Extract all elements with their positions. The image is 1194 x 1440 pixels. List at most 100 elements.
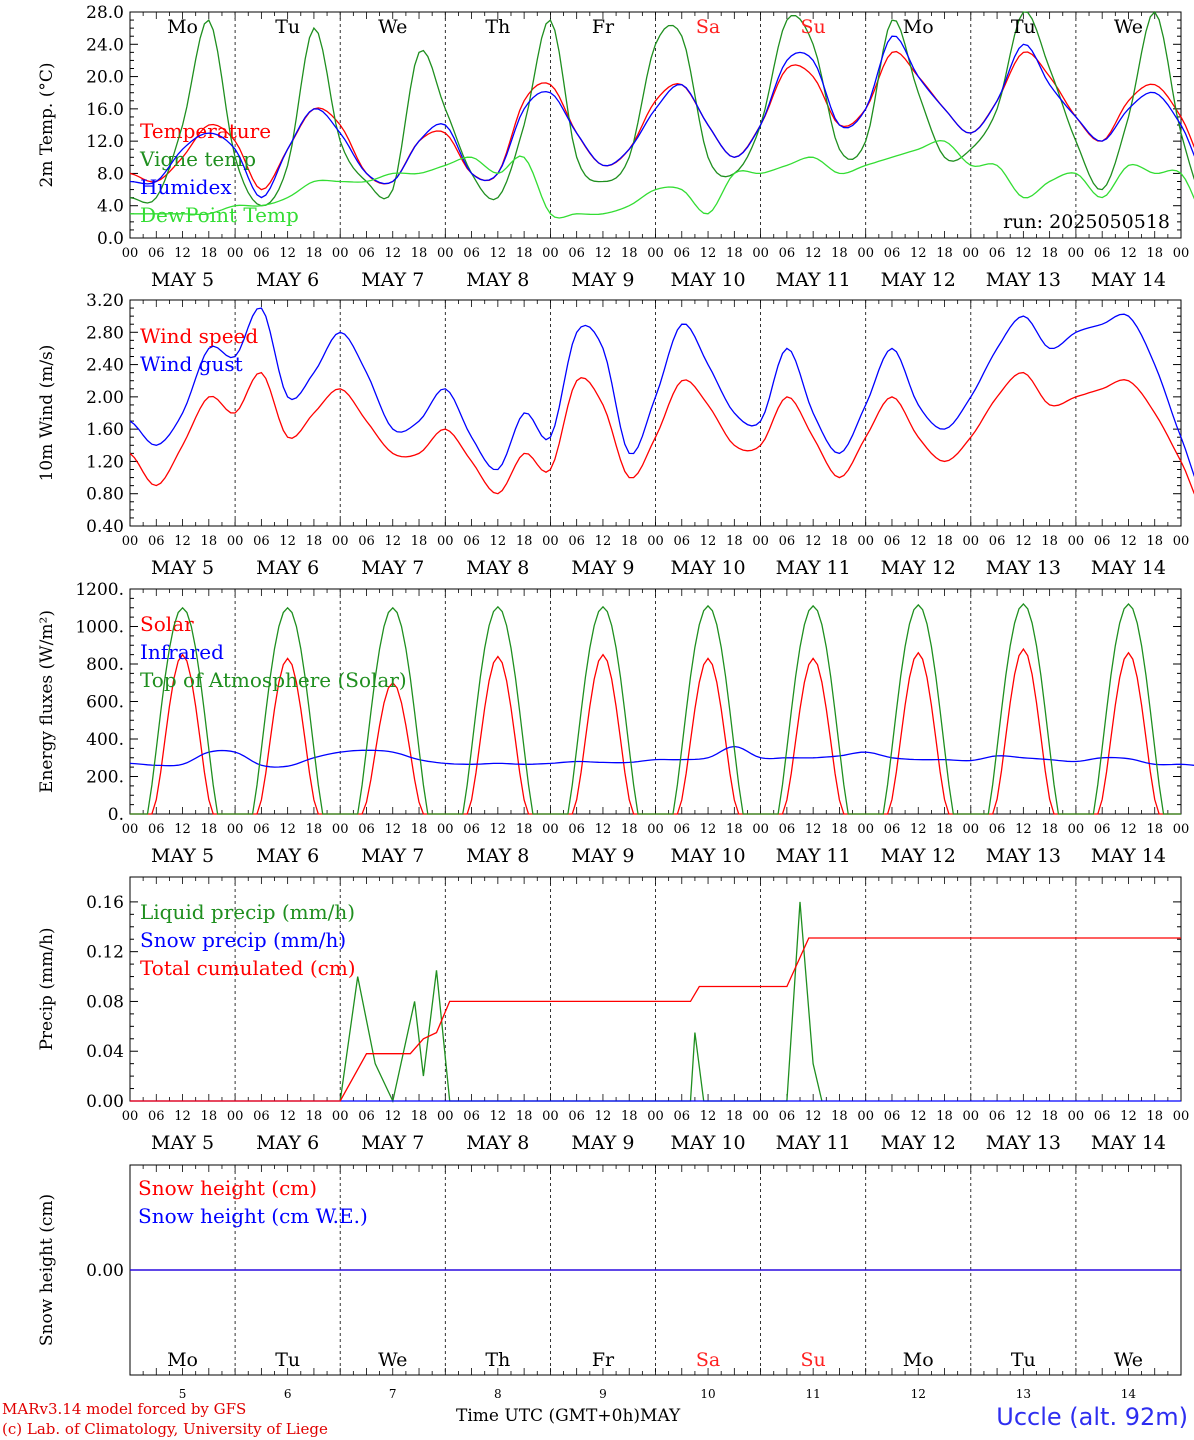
date-label: MAY 10 [670, 1132, 745, 1154]
hour-tick-label: 06 [568, 822, 585, 837]
hour-tick-label: 06 [463, 534, 480, 549]
hour-tick-label: 18 [516, 246, 533, 261]
y-tick-label: 1.60 [86, 420, 124, 440]
day-name: Sa [696, 16, 720, 38]
date-label: MAY 13 [986, 845, 1061, 867]
hour-tick-label: 00 [227, 1109, 244, 1124]
hour-tick-label: 12 [174, 1109, 191, 1124]
hour-tick-label: 06 [358, 246, 375, 261]
y-tick-label: 0.16 [86, 893, 124, 913]
day-number: 13 [1016, 1387, 1031, 1401]
hour-tick-label: 12 [490, 534, 507, 549]
hour-tick-label: 06 [148, 1109, 165, 1124]
hour-tick-label: 18 [831, 534, 848, 549]
hour-tick-label: 18 [936, 1109, 953, 1124]
hour-tick-label: 12 [1120, 822, 1137, 837]
run-label: run: 2025050518 [1003, 211, 1170, 233]
hour-tick-label: 00 [963, 822, 980, 837]
legend-entry: Vigne temp [139, 147, 256, 171]
hour-tick-label: 06 [989, 246, 1006, 261]
hour-tick-label: 12 [595, 246, 612, 261]
hour-tick-label: 00 [122, 246, 139, 261]
hour-tick-label: 12 [910, 246, 927, 261]
hour-tick-label: 00 [437, 822, 454, 837]
hour-tick-label: 12 [490, 822, 507, 837]
hour-tick-label: 00 [1173, 1109, 1190, 1124]
date-label: MAY 10 [670, 845, 745, 867]
legend-entry: Snow height (cm W.E.) [138, 1204, 368, 1228]
hour-tick-label: 00 [647, 822, 664, 837]
date-label: MAY 6 [256, 557, 319, 579]
date-label: MAY 14 [1091, 845, 1166, 867]
date-label: MAY 14 [1091, 557, 1166, 579]
hour-tick-label: 12 [279, 822, 296, 837]
y-tick-label: 12.0 [86, 132, 124, 152]
day-number: 5 [179, 1387, 187, 1401]
hour-tick-label: 12 [1015, 1109, 1032, 1124]
y-tick-label: 1200. [75, 580, 124, 600]
series-line-humidex [129, 35, 1194, 199]
hour-tick-label: 06 [674, 1109, 691, 1124]
hour-tick-label: 06 [253, 246, 270, 261]
date-label: MAY 13 [986, 557, 1061, 579]
hour-tick-label: 18 [1146, 822, 1163, 837]
hour-tick-label: 00 [1068, 822, 1085, 837]
hour-tick-label: 06 [779, 246, 796, 261]
y-tick-label: 0.0 [97, 229, 124, 249]
y-tick-label: 1000. [75, 618, 124, 638]
day-name: Mo [167, 16, 198, 38]
hour-tick-label: 18 [411, 534, 428, 549]
hour-tick-label: 12 [700, 246, 717, 261]
hour-tick-label: 00 [857, 534, 874, 549]
hour-tick-label: 06 [463, 1109, 480, 1124]
hour-tick-label: 00 [1173, 534, 1190, 549]
hour-tick-label: 06 [779, 1109, 796, 1124]
hour-tick-label: 06 [989, 822, 1006, 837]
hour-tick-label: 12 [910, 822, 927, 837]
date-label: MAY 7 [361, 1132, 424, 1154]
hour-tick-label: 18 [1041, 1109, 1058, 1124]
hour-tick-label: 18 [726, 534, 743, 549]
hour-tick-label: 06 [989, 1109, 1006, 1124]
hour-tick-label: 18 [831, 246, 848, 261]
hour-tick-label: 18 [726, 1109, 743, 1124]
hour-tick-label: 18 [306, 246, 323, 261]
panel-precip: 0.00 0.04 0.08 0.12 0.16 Precip (mm/h) 00 06 12 1… [37, 876, 1190, 1154]
series-line-infrared [129, 745, 1194, 768]
hour-tick-label: 18 [306, 534, 323, 549]
hour-tick-label: 18 [621, 246, 638, 261]
date-label: MAY 7 [361, 269, 424, 291]
y-tick-label: 0. [108, 805, 124, 825]
hour-tick-label: 18 [831, 1109, 848, 1124]
hour-tick-label: 00 [752, 246, 769, 261]
hour-tick-label: 12 [174, 534, 191, 549]
date-label: MAY 14 [1091, 1132, 1166, 1154]
hour-tick-label: 00 [647, 246, 664, 261]
hour-tick-label: 00 [437, 1109, 454, 1124]
legend-entry: Snow height (cm) [138, 1176, 317, 1200]
y-tick-label: 2.00 [86, 388, 124, 408]
hour-tick-label: 18 [1146, 534, 1163, 549]
hour-tick-label: 12 [174, 822, 191, 837]
y-tick-label: 2.40 [86, 356, 124, 376]
y-tick-label: 0.12 [86, 943, 124, 963]
date-label: MAY 12 [881, 269, 956, 291]
hour-tick-label: 00 [963, 246, 980, 261]
series-line-top-of-atmosphere-solar- [130, 603, 1181, 815]
hour-tick-label: 18 [411, 822, 428, 837]
day-name: Mo [903, 1349, 934, 1371]
series-line-dewpoint-temp [130, 139, 1194, 219]
hour-tick-label: 00 [542, 246, 559, 261]
day-name: We [378, 16, 407, 38]
hour-tick-label: 06 [568, 1109, 585, 1124]
hour-tick-label: 18 [621, 1109, 638, 1124]
date-label: MAY 10 [670, 269, 745, 291]
day-name: We [378, 1349, 407, 1371]
hour-tick-label: 18 [516, 822, 533, 837]
hour-tick-label: 06 [568, 246, 585, 261]
day-number: 7 [389, 1387, 397, 1401]
hour-tick-label: 06 [1094, 246, 1111, 261]
hour-tick-label: 12 [910, 1109, 927, 1124]
series-line-temperature [129, 50, 1194, 191]
hour-tick-label: 12 [384, 534, 401, 549]
